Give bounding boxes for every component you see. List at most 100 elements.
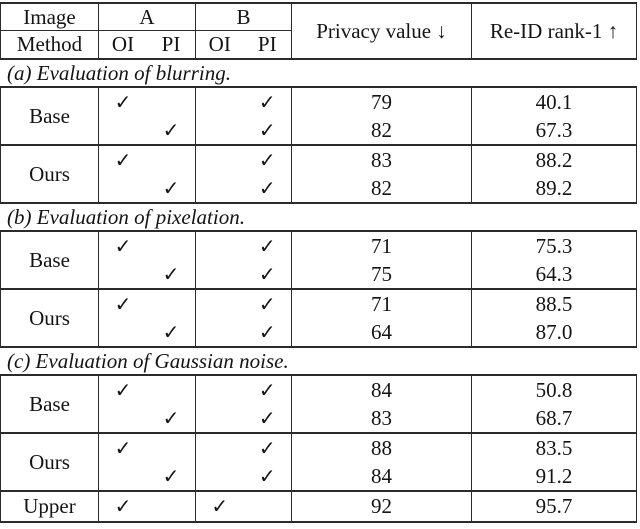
privacy-value: 82 (371, 175, 392, 200)
privacy-value: 84 (371, 463, 392, 488)
privacy-values: 83 82 (291, 146, 471, 202)
reid-value: 87.0 (535, 319, 573, 344)
image-a-checks: ✓ ✓ (98, 232, 195, 288)
reid-value: 50.8 (535, 377, 573, 402)
check-b-oi: ✓ (211, 496, 229, 518)
image-b-checks: ✓ ✓ (195, 376, 291, 432)
reid-values: 88.5 87.0 (471, 290, 636, 346)
check-a-oi (99, 404, 147, 432)
check-b-oi (196, 318, 244, 346)
check-b-oi (196, 404, 244, 432)
image-b-checks: ✓ (195, 492, 291, 521)
privacy-value: 75 (371, 261, 392, 286)
check-b-pi: ✓ (258, 407, 276, 430)
privacy-values: 88 84 (291, 434, 471, 490)
reid-values: 83.5 91.2 (471, 434, 636, 490)
check-b-oi (196, 174, 244, 202)
reid-value: 95.7 (535, 494, 573, 518)
check-b-pi: ✓ (258, 379, 276, 402)
check-a-pi (147, 290, 195, 318)
reid-value: 67.3 (535, 117, 573, 142)
privacy-value: 84 (371, 377, 392, 402)
check-a-oi: ✓ (114, 293, 132, 316)
group-row-pixelation-base: Base ✓ ✓ ✓ ✓ (0, 232, 637, 290)
check-b-pi: ✓ (258, 235, 276, 258)
check-b-pi: ✓ (258, 437, 276, 460)
privacy-values: 84 83 (291, 376, 471, 432)
method-cell: Ours (29, 449, 70, 474)
method-cell: Ours (29, 161, 70, 186)
table-header: Image A B Privacy value ↓ Re-ID rank-1 ↑… (0, 4, 637, 60)
header-image-a: A (98, 4, 195, 31)
section-label-pixelation: (b) Evaluation of pixelation. (0, 204, 637, 232)
check-a-pi (147, 434, 195, 462)
reid-value: 83.5 (535, 435, 573, 460)
check-a-oi: ✓ (114, 437, 132, 460)
privacy-values: 92 (291, 492, 471, 521)
check-b-oi (196, 434, 244, 462)
method-cell: Base (29, 103, 70, 128)
image-b-checks: ✓ ✓ (195, 434, 291, 490)
check-b-oi (196, 88, 244, 116)
check-b-pi: ✓ (258, 321, 276, 344)
privacy-value: 92 (371, 494, 392, 518)
header-b-subcolumns: OI PI (195, 31, 291, 58)
privacy-value: 83 (371, 405, 392, 430)
reid-value: 89.2 (535, 175, 573, 200)
method-cell: Base (29, 391, 70, 416)
check-a-pi: ✓ (162, 263, 180, 286)
reid-value: 40.1 (535, 89, 573, 114)
reid-value: 91.2 (535, 463, 573, 488)
group-row-blurring-ours: Ours ✓ ✓ ✓ ✓ (0, 146, 637, 204)
privacy-values: 71 75 (291, 232, 471, 288)
check-b-pi: ✓ (258, 263, 276, 286)
header-image-b: B (195, 4, 291, 31)
check-b-oi (196, 290, 244, 318)
group-row-pixelation-ours: Ours ✓ ✓ ✓ ✓ (0, 290, 637, 348)
check-b-pi: ✓ (258, 465, 276, 488)
privacy-value: 82 (371, 117, 392, 142)
check-a-pi (147, 146, 195, 174)
privacy-value: 79 (371, 89, 392, 114)
reid-value: 88.2 (535, 147, 573, 172)
header-image: Image (1, 4, 98, 31)
check-b-pi: ✓ (258, 91, 276, 114)
group-row-gaussian-base: Base ✓ ✓ ✓ ✓ (0, 376, 637, 434)
check-a-oi (99, 116, 147, 144)
reid-value: 75.3 (535, 233, 573, 258)
check-a-pi (147, 376, 195, 404)
reid-values: 95.7 (471, 492, 636, 521)
privacy-value: 88 (371, 435, 392, 460)
image-b-checks: ✓ ✓ (195, 146, 291, 202)
check-a-oi (99, 174, 147, 202)
group-row-blurring-base: Base ✓ ✓ ✓ ✓ (0, 88, 637, 146)
image-a-checks: ✓ ✓ (98, 434, 195, 490)
check-a-oi: ✓ (114, 149, 132, 172)
reid-values: 40.1 67.3 (471, 88, 636, 144)
privacy-value: 71 (371, 291, 392, 316)
section-label-blurring: (a) Evaluation of blurring. (0, 60, 637, 88)
check-b-oi (196, 146, 244, 174)
privacy-value: 64 (371, 319, 392, 344)
check-a-oi: ✓ (114, 496, 132, 518)
header-a-oi: OI (111, 32, 135, 56)
image-a-checks: ✓ ✓ (98, 146, 195, 202)
check-b-oi (196, 376, 244, 404)
privacy-values: 71 64 (291, 290, 471, 346)
image-b-checks: ✓ ✓ (195, 88, 291, 144)
method-cell: Ours (29, 305, 70, 330)
header-b-oi: OI (208, 32, 231, 56)
header-b-pi: PI (257, 32, 277, 56)
reid-value: 68.7 (535, 405, 573, 430)
check-b-pi: ✓ (258, 149, 276, 172)
privacy-value: 71 (371, 233, 392, 258)
image-b-checks: ✓ ✓ (195, 232, 291, 288)
group-row-gaussian-ours: Ours ✓ ✓ ✓ ✓ (0, 434, 637, 492)
check-a-oi: ✓ (114, 379, 132, 402)
check-a-pi (147, 88, 195, 116)
privacy-values: 79 82 (291, 88, 471, 144)
check-a-pi: ✓ (162, 465, 180, 488)
check-b-pi: ✓ (258, 119, 276, 142)
